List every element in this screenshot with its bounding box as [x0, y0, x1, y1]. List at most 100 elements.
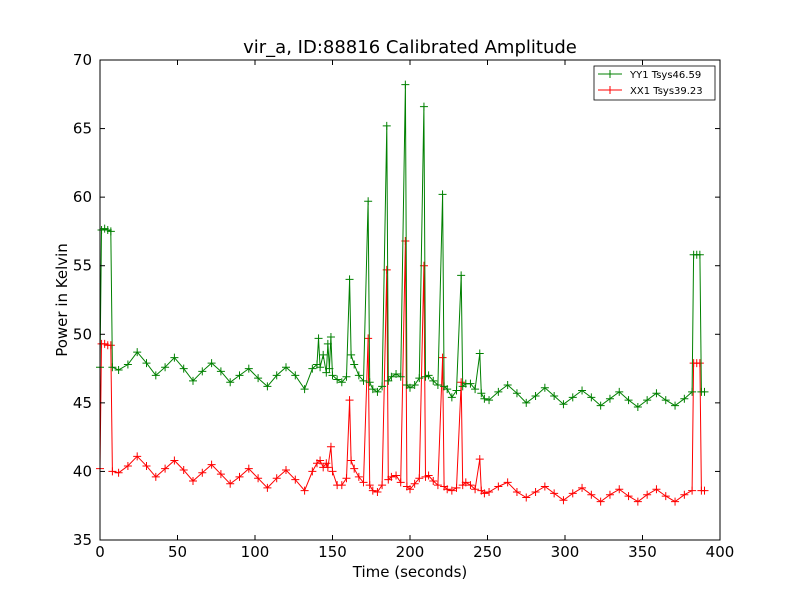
data-point — [443, 385, 452, 394]
data-point — [179, 466, 188, 475]
y-tick-label: 45 — [73, 394, 92, 412]
data-point — [419, 102, 428, 111]
data-point — [316, 456, 325, 465]
x-tick-label: 0 — [95, 543, 105, 561]
data-point — [308, 467, 317, 476]
y-tick-label: 55 — [73, 257, 92, 275]
data-point — [522, 493, 531, 502]
data-point — [345, 275, 354, 284]
data-point — [170, 456, 179, 465]
data-point — [323, 463, 332, 472]
legend-box — [593, 65, 716, 101]
data-point — [559, 496, 568, 505]
data-point — [633, 402, 642, 411]
data-point — [596, 497, 605, 506]
data-point — [161, 464, 170, 473]
data-point — [452, 386, 461, 395]
legend-marker — [606, 70, 614, 78]
data-point — [540, 383, 549, 392]
y-axis-label: Power in Kelvin — [53, 243, 71, 357]
data-point — [337, 378, 346, 387]
data-point — [254, 474, 263, 483]
data-point — [457, 271, 466, 280]
data-point — [559, 400, 568, 409]
data-point — [359, 376, 368, 385]
data-point — [216, 367, 225, 376]
data-point — [387, 372, 396, 381]
legend-label: XX1 Tsys39.23 — [630, 86, 703, 97]
data-point — [406, 383, 414, 392]
data-point — [415, 474, 424, 483]
data-point — [319, 350, 328, 359]
series-1 — [96, 237, 709, 506]
data-point — [438, 353, 447, 362]
data-point — [337, 481, 346, 490]
legend-marker — [606, 86, 614, 94]
series-0 — [96, 80, 709, 411]
data-point — [494, 387, 503, 396]
data-point — [475, 349, 484, 358]
y-axis-ticks: 35 40 45 50 55 60 65 70 — [73, 51, 720, 549]
data-point — [480, 394, 489, 403]
data-point — [503, 381, 512, 390]
data-point — [133, 348, 142, 357]
data-point — [106, 227, 115, 236]
x-tick-label: 200 — [396, 543, 425, 561]
data-point — [350, 464, 359, 473]
data-point — [368, 486, 377, 495]
data-point — [189, 477, 197, 486]
data-point — [643, 490, 652, 499]
data-point — [333, 375, 342, 384]
data-point — [410, 381, 419, 390]
data-point — [323, 339, 332, 348]
data-point — [108, 363, 117, 372]
data-point — [550, 392, 559, 400]
data-point — [347, 456, 356, 465]
data-point — [531, 392, 540, 400]
data-point — [568, 393, 577, 402]
data-point — [452, 483, 461, 492]
data-point — [198, 468, 207, 477]
data-point — [466, 379, 475, 388]
data-point — [347, 350, 356, 359]
data-point — [615, 485, 624, 494]
data-point — [322, 459, 331, 468]
data-point — [471, 485, 480, 494]
data-point — [477, 389, 486, 398]
data-point — [700, 486, 709, 495]
data-point — [359, 478, 368, 487]
chart-title: vir_a, ID:88816 Calibrated Amplitude — [243, 37, 577, 58]
data-point — [368, 385, 377, 394]
data-point — [170, 353, 179, 362]
data-point — [587, 490, 596, 499]
data-point — [512, 488, 521, 496]
data-point — [522, 398, 531, 407]
data-point — [396, 372, 405, 381]
data-point — [161, 363, 170, 372]
x-tick-label: 50 — [168, 543, 187, 561]
data-point — [392, 370, 401, 379]
plot-area — [96, 59, 721, 541]
data-point — [207, 359, 216, 368]
data-point — [550, 489, 559, 498]
x-tick-label: 300 — [551, 543, 580, 561]
data-point — [114, 365, 123, 374]
data-point — [354, 472, 363, 481]
data-point — [226, 479, 235, 488]
data-point — [480, 489, 489, 498]
data-point — [384, 376, 393, 385]
data-point — [263, 483, 272, 492]
data-point — [671, 401, 680, 410]
data-point — [396, 478, 405, 487]
data-point — [447, 393, 456, 402]
data-point — [342, 474, 351, 483]
data-point — [671, 497, 680, 506]
data-point — [680, 394, 689, 403]
data-point — [151, 371, 160, 380]
data-point — [540, 482, 549, 491]
data-point — [438, 190, 447, 199]
x-axis-ticks: 0 50 100 150 200 250 300 350 400 — [95, 60, 734, 561]
data-point — [578, 386, 587, 395]
data-point — [216, 470, 225, 479]
data-point — [282, 466, 290, 475]
